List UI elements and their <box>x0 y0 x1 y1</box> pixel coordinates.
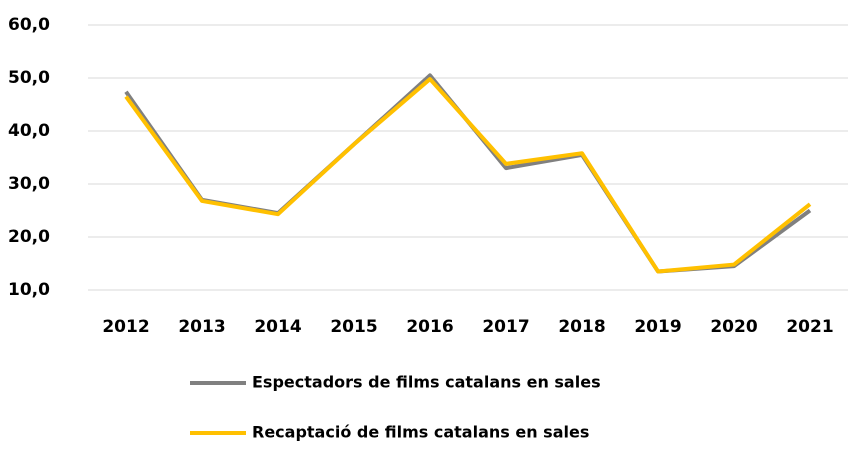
legend-label: Espectadors de films catalans en sales <box>252 373 601 392</box>
x-tick-label: 2018 <box>558 317 605 337</box>
x-tick-label: 2012 <box>102 317 149 337</box>
legend-label: Recaptació de films catalans en sales <box>252 423 589 442</box>
y-tick-label: 30,0 <box>8 174 50 194</box>
x-tick-label: 2013 <box>178 317 225 337</box>
y-tick-label: 20,0 <box>8 227 50 247</box>
y-tick-label: 40,0 <box>8 121 50 141</box>
x-tick-label: 2019 <box>634 317 681 337</box>
x-tick-label: 2015 <box>330 317 377 337</box>
x-tick-label: 2016 <box>406 317 453 337</box>
series-line <box>124 73 812 274</box>
x-tick-label: 2014 <box>254 317 301 337</box>
x-tick-label: 2017 <box>482 317 529 337</box>
x-tick-label: 2021 <box>786 317 833 337</box>
y-tick-label: 10,0 <box>8 280 50 300</box>
series-line <box>124 77 812 274</box>
y-tick-label: 60,0 <box>8 15 50 35</box>
x-tick-label: 2020 <box>710 317 757 337</box>
y-tick-label: 50,0 <box>8 68 50 88</box>
